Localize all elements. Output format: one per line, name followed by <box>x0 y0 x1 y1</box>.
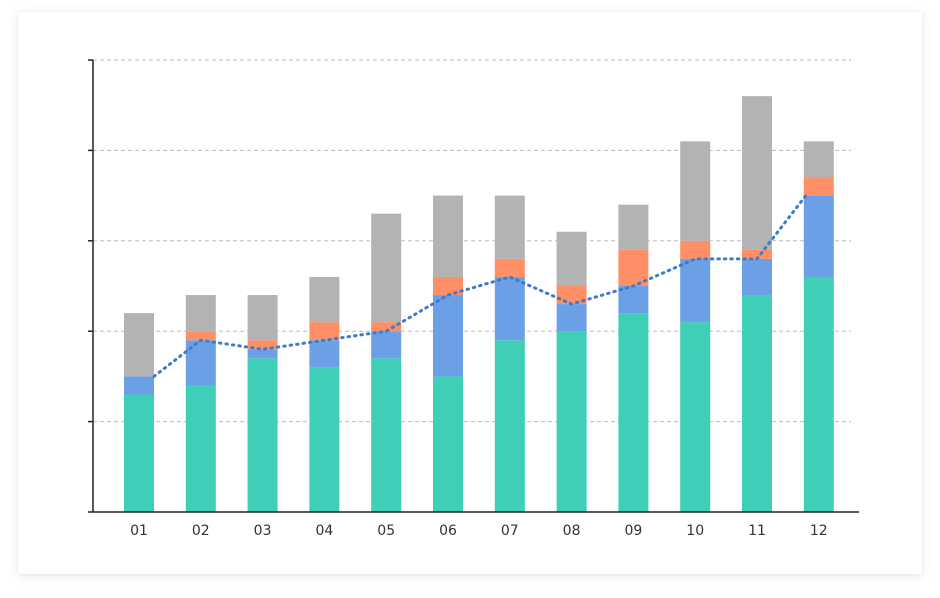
gridlines <box>93 59 851 423</box>
bars <box>124 96 834 512</box>
bar-segment-09-s1 <box>618 313 649 512</box>
bar-segment-12-s1 <box>803 276 834 512</box>
bar-segment-01-s1 <box>124 394 154 512</box>
bar-segment-02-s4 <box>185 295 216 332</box>
x-tick-label-09: 09 <box>624 523 642 539</box>
bar-segment-11-s4 <box>742 96 772 250</box>
bar-segment-05-s2 <box>371 331 402 359</box>
x-tick-label-06: 06 <box>439 523 457 539</box>
x-tick-label-04: 04 <box>315 523 333 539</box>
bar-segment-10-s4 <box>680 141 711 241</box>
bar-segment-09-s2 <box>618 286 649 314</box>
bar-segment-04-s1 <box>309 367 340 512</box>
bar-segment-04-s4 <box>309 276 340 323</box>
bar-segment-12-s4 <box>803 141 834 178</box>
bar-segment-07-s3 <box>494 258 525 277</box>
x-tick-label-01: 01 <box>130 523 148 539</box>
x-tick-label-12: 12 <box>810 523 828 539</box>
bar-segment-05-s3 <box>371 322 402 332</box>
bar-segment-03-s2 <box>247 349 278 359</box>
bar-segment-11-s3 <box>742 249 772 259</box>
bar-segment-07-s2 <box>494 276 525 341</box>
bar-segment-10-s1 <box>680 322 711 512</box>
bar-segment-06-s1 <box>433 376 463 512</box>
bar-segment-03-s1 <box>247 358 278 512</box>
x-tick-label-08: 08 <box>563 523 581 539</box>
bar-segment-10-s3 <box>680 240 711 259</box>
bar-segment-03-s3 <box>247 340 278 350</box>
bar-segment-08-s4 <box>556 231 587 286</box>
bar-segment-08-s2 <box>556 304 587 332</box>
bar-segment-10-s2 <box>680 258 711 323</box>
bar-segment-07-s1 <box>494 340 525 512</box>
bar-segment-06-s2 <box>433 295 463 377</box>
x-tick-label-05: 05 <box>377 523 395 539</box>
stacked-bar-chart: 01 02 03 04 05 06 07 08 09 10 11 12 <box>88 59 859 539</box>
trend-line <box>152 194 808 378</box>
bar-segment-01-s2 <box>124 376 154 395</box>
x-tick-label-02: 02 <box>192 523 210 539</box>
bar-segment-06-s4 <box>433 195 463 277</box>
bar-segment-05-s4 <box>371 213 402 323</box>
bar-segment-05-s1 <box>371 358 402 512</box>
bar-segment-04-s3 <box>309 322 340 341</box>
bar-segment-09-s3 <box>618 249 649 286</box>
bar-segment-08-s1 <box>556 331 587 512</box>
x-tick-label-11: 11 <box>748 523 766 539</box>
bar-segment-11-s1 <box>742 295 772 512</box>
bar-segment-09-s4 <box>618 204 649 250</box>
bar-segment-07-s4 <box>494 195 525 259</box>
bar-segment-03-s4 <box>247 295 278 341</box>
bar-segment-02-s1 <box>185 385 216 512</box>
bar-segment-12-s3 <box>803 177 834 196</box>
bar-segment-12-s2 <box>803 195 834 277</box>
bar-segment-11-s2 <box>742 258 772 296</box>
axes <box>88 59 859 513</box>
chart-card: 01 02 03 04 05 06 07 08 09 10 11 12 <box>18 12 922 574</box>
bar-segment-06-s3 <box>433 276 463 296</box>
x-tick-label-07: 07 <box>501 523 519 539</box>
x-tick-label-03: 03 <box>254 523 272 539</box>
trend-line-path <box>152 194 808 378</box>
bar-segment-02-s3 <box>185 331 216 341</box>
x-tick-label-10: 10 <box>686 523 704 539</box>
bar-segment-04-s2 <box>309 340 340 368</box>
x-tick-labels: 01 02 03 04 05 06 07 08 09 10 11 12 <box>130 523 828 539</box>
bar-segment-01-s4 <box>124 313 154 377</box>
